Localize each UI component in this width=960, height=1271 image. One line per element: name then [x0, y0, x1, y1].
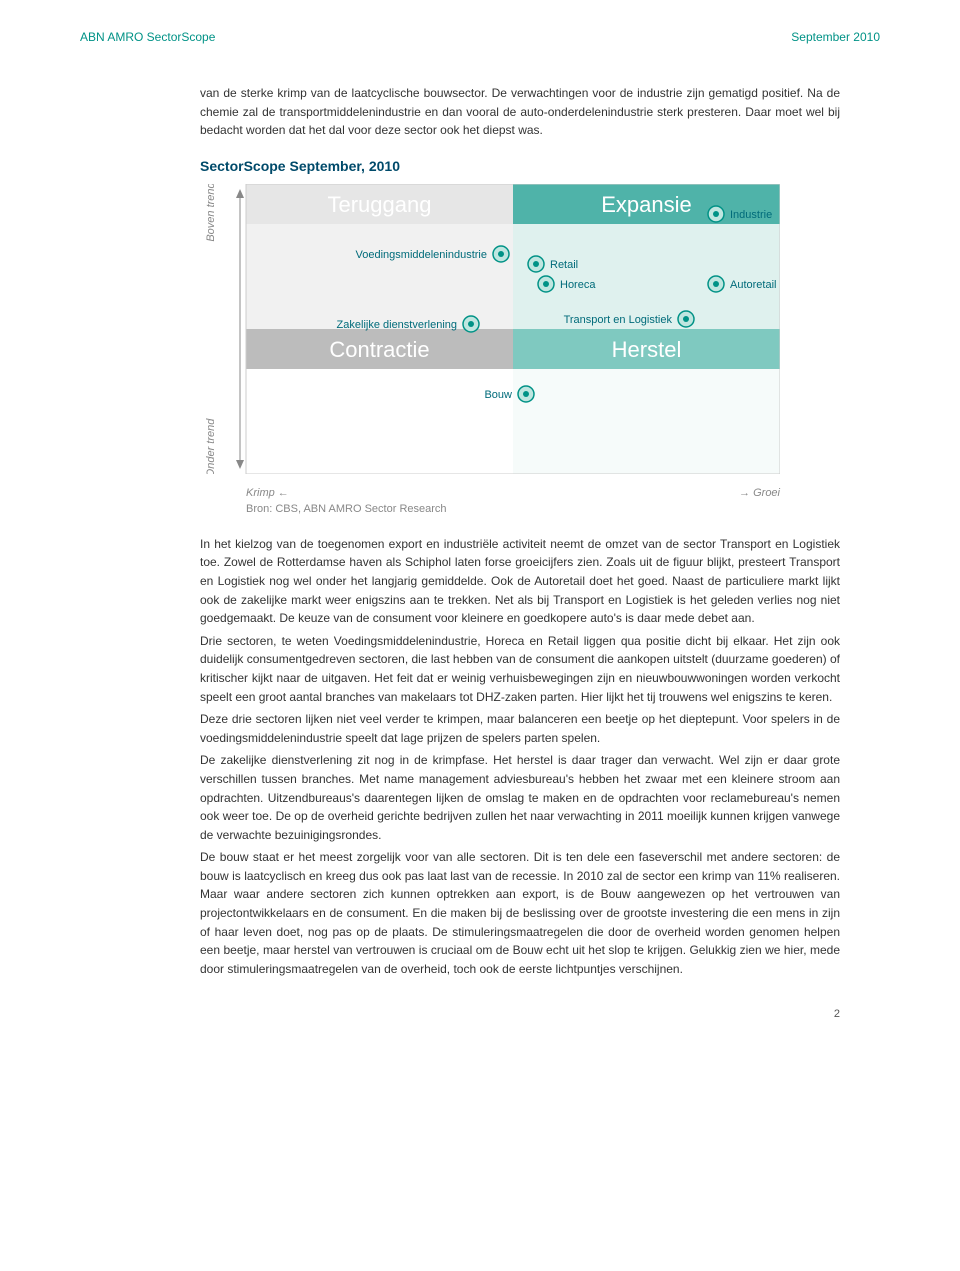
- axis-x-right: → Groei: [739, 487, 780, 499]
- svg-text:Industrie: Industrie: [730, 209, 772, 221]
- svg-text:Teruggang: Teruggang: [328, 192, 432, 217]
- svg-text:Onder trend: Onder trend: [205, 418, 217, 474]
- chart-axis-row: Krimp ← → Groei: [246, 487, 780, 499]
- svg-text:Retail: Retail: [550, 259, 578, 271]
- body-paragraph: De bouw staat er het meest zorgelijk voo…: [200, 848, 840, 978]
- sectorscope-chart: Teruggang Expansie Contractie Herstel Boven …: [200, 184, 840, 479]
- content-column: van de sterke krimp van de laatcyclische…: [80, 84, 880, 1020]
- svg-text:Transport en Logistiek: Transport en Logistiek: [564, 314, 673, 326]
- axis-x-left: Krimp ←: [246, 487, 289, 499]
- header-left: ABN AMRO SectorScope: [80, 30, 215, 44]
- page-header: ABN AMRO SectorScope September 2010: [80, 30, 880, 44]
- svg-text:Herstel: Herstel: [612, 337, 682, 362]
- body-paragraph: De zakelijke dienstverlening zit nog in …: [200, 751, 840, 844]
- body-paragraphs: In het kielzog van de toegenomen export …: [200, 535, 840, 979]
- svg-text:Voedingsmiddelenindustrie: Voedingsmiddelenindustrie: [356, 249, 487, 261]
- quadrant-chart-svg: Teruggang Expansie Contractie Herstel Boven …: [200, 184, 780, 474]
- svg-text:Zakelijke dienstverlening: Zakelijke dienstverlening: [337, 319, 457, 331]
- page: ABN AMRO SectorScope September 2010 van …: [0, 0, 960, 1060]
- svg-text:Contractie: Contractie: [329, 337, 429, 362]
- header-right: September 2010: [791, 30, 880, 44]
- chart-source: Bron: CBS, ABN AMRO Sector Research: [246, 503, 840, 515]
- body-paragraph: In het kielzog van de toegenomen export …: [200, 535, 840, 628]
- svg-text:Bouw: Bouw: [484, 389, 512, 401]
- svg-text:Autoretail: Autoretail: [730, 279, 776, 291]
- svg-text:Horeca: Horeca: [560, 279, 596, 291]
- body-paragraph: Drie sectoren, te weten Voedingsmiddelen…: [200, 632, 840, 706]
- intro-paragraph: van de sterke krimp van de laatcyclische…: [200, 84, 840, 140]
- svg-text:Expansie: Expansie: [601, 192, 692, 217]
- page-number: 2: [200, 1008, 840, 1020]
- body-paragraph: Deze drie sectoren lijken niet veel verd…: [200, 710, 840, 747]
- svg-text:Boven trend: Boven trend: [205, 184, 217, 242]
- chart-title: SectorScope September, 2010: [200, 158, 840, 174]
